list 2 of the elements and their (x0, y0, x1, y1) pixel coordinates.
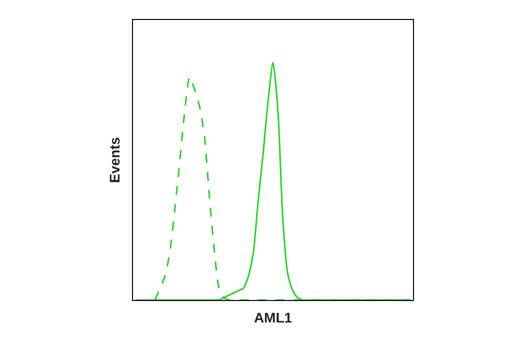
y-axis-title: Events (106, 136, 123, 183)
x-axis-title: AML1 (254, 309, 292, 326)
